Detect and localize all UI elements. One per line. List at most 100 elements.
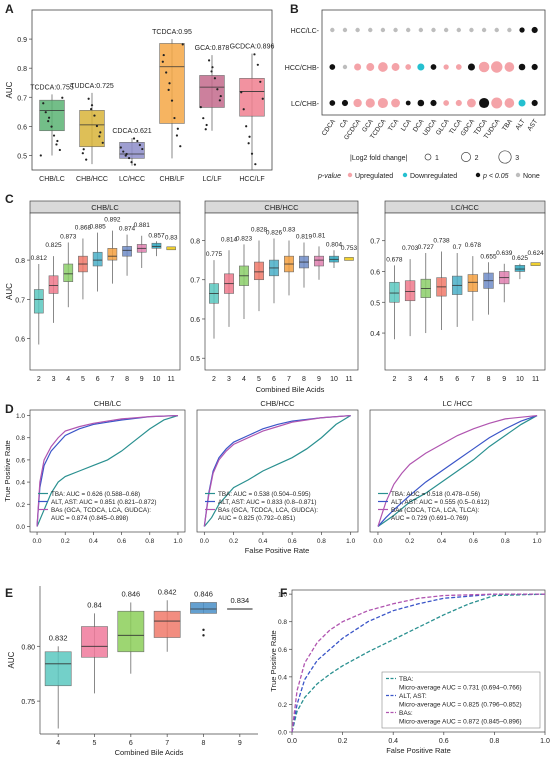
panel-c-xtick-label: 2 [212,376,216,383]
panel-e-xtick-label: 4 [56,740,60,747]
panel-d-xtick-label: 0.0 [33,538,42,545]
panel-b-row-label: HCC/CHB- [285,65,320,72]
panel-a-point [138,143,141,147]
panel-a-point [207,59,211,62]
panel-c-xtick-label: 5 [81,376,85,383]
panel-f-xtick-label: 0.8 [490,738,500,745]
panel-c-box [467,274,479,292]
panel-a-point [173,116,176,120]
panel-c-value-label: 0.825 [45,242,62,249]
panel-c-xtick-label: 3 [227,376,231,383]
panel-b-dot [469,27,474,33]
panel-e-ylabel: AUC [7,651,16,668]
panel-f-roc-line [291,593,545,733]
panel-c-ytick-label: 0.7 [370,239,380,246]
panel-d-roc-line [377,414,538,527]
panel-a-point [256,63,259,66]
panel-b-color-legend-dot [475,172,481,178]
panel-c-box [254,261,264,281]
panel-b-col-label: ALT [514,118,526,131]
panel-b-col-label: AST [526,118,539,132]
panel-d-ylabel: True Positive Rate [3,440,12,501]
panel-a-point [58,148,61,152]
panel-b-dot [366,63,375,71]
panel-d-legend-label: AUC = 0.729 (0.691–0.769) [391,515,468,522]
panel-c-box [530,262,541,266]
panel-d-xtick-label: 0.6 [469,538,478,545]
panel-b-dot [353,98,362,108]
panel-b-dot [365,98,375,108]
panel-b-dot [342,64,348,70]
panel-b-dot [377,97,388,109]
panel-c-value-label: 0.83 [283,226,296,233]
panel-letter-d: D [5,402,14,416]
panel-a-point [81,152,84,155]
panel-d-legend-label: BAs (CDCA, TCA, LCA, TLCA): [391,507,480,514]
panel-f-xtick-label: 1.0 [540,738,550,745]
panel-b-dot [519,27,525,33]
panel-f-roc-line [291,593,545,733]
panel-d-xtick-label: 0.2 [229,538,238,545]
panel-f-ytick-label: 0.0 [278,730,287,737]
panel-e-xlabel: Combined Bile Acids [115,748,184,757]
panel-c-value-label: 0.727 [418,244,435,251]
panel-b-dot [391,63,400,71]
panel-a-ytick-label: 0.9 [17,37,27,44]
panel-a-annotation: CDCA:0.621 [112,128,151,135]
panel-c-value-label: 0.7 [453,244,462,251]
panel-a-point [162,53,165,57]
panel-a-point [87,97,90,100]
panel-b-dot [507,27,512,33]
panel-c-xtick-label: 11 [168,376,175,383]
panel-c-value-label: 0.819 [296,233,313,240]
panel-e-value-label: 0.84 [87,600,102,609]
panel-f-xtick-label: 0.2 [338,738,348,745]
panel-b-dot [518,99,526,107]
panel-d-frame [29,409,186,533]
panel-a-point [50,125,53,128]
panel-b-dot [467,98,476,108]
panel-a-point [259,80,262,83]
panel-d-roc-line [36,414,179,527]
panel-a-point [253,53,256,56]
panel-c-box [122,246,132,257]
panel-b-size-legend-title: |Log2 fold change| [350,155,408,162]
panel-a-point [130,160,133,164]
panel-a-point [213,77,217,80]
panel-a-point [85,158,88,161]
panel-f-legend-label: BAs: [399,710,413,717]
panel-a-frame [31,9,273,171]
panel-d-facet-title: CHB/HCC [260,399,295,408]
panel-e-xtick-label: 9 [238,740,242,747]
panel-c-box [48,275,59,294]
panel-b-dot [455,64,462,70]
panel-e-box [153,610,181,638]
panel-b-dot [393,27,398,33]
panel-b-dot [430,64,437,70]
panel-b-col-label: CDCA [321,118,338,138]
panel-b-dot [405,100,411,106]
panel-a-point [122,150,125,153]
panel-c-xtick-label: 9 [317,376,321,383]
panel-b-size-legend-label: 2 [475,155,479,162]
panel-d-facet-title: CHB/LC [94,399,122,408]
panel-a-point [242,108,245,111]
panel-b-dot [368,27,373,33]
panel-c-xtick-label: 2 [37,376,41,383]
panel-c-xtick-label: 10 [516,376,524,383]
panel-c-ytick-label: 0.8 [190,238,200,245]
panel-a-point [216,88,219,91]
panel-a-ytick-label: 0.7 [17,95,27,102]
panel-c-value-label: 0.703 [402,245,419,252]
panel-d-legend-label: TBA: AUC = 0.538 (0.504–0.595) [218,491,311,498]
panel-d-legend-label: TBA: AUC = 0.518 (0.478–0.56) [391,491,480,498]
panel-e-value-label: 0.846 [194,589,213,598]
panel-a-point [167,88,170,92]
panel-c-value-label: 0.678 [465,242,482,249]
panel-c-value-label: 0.639 [496,250,513,257]
panel-c-xtick-label: 8 [487,376,491,383]
panel-d-roc-line [36,414,178,527]
panel-a-box [239,78,265,117]
panel-a-point [204,128,207,131]
panel-a-point [240,91,243,94]
